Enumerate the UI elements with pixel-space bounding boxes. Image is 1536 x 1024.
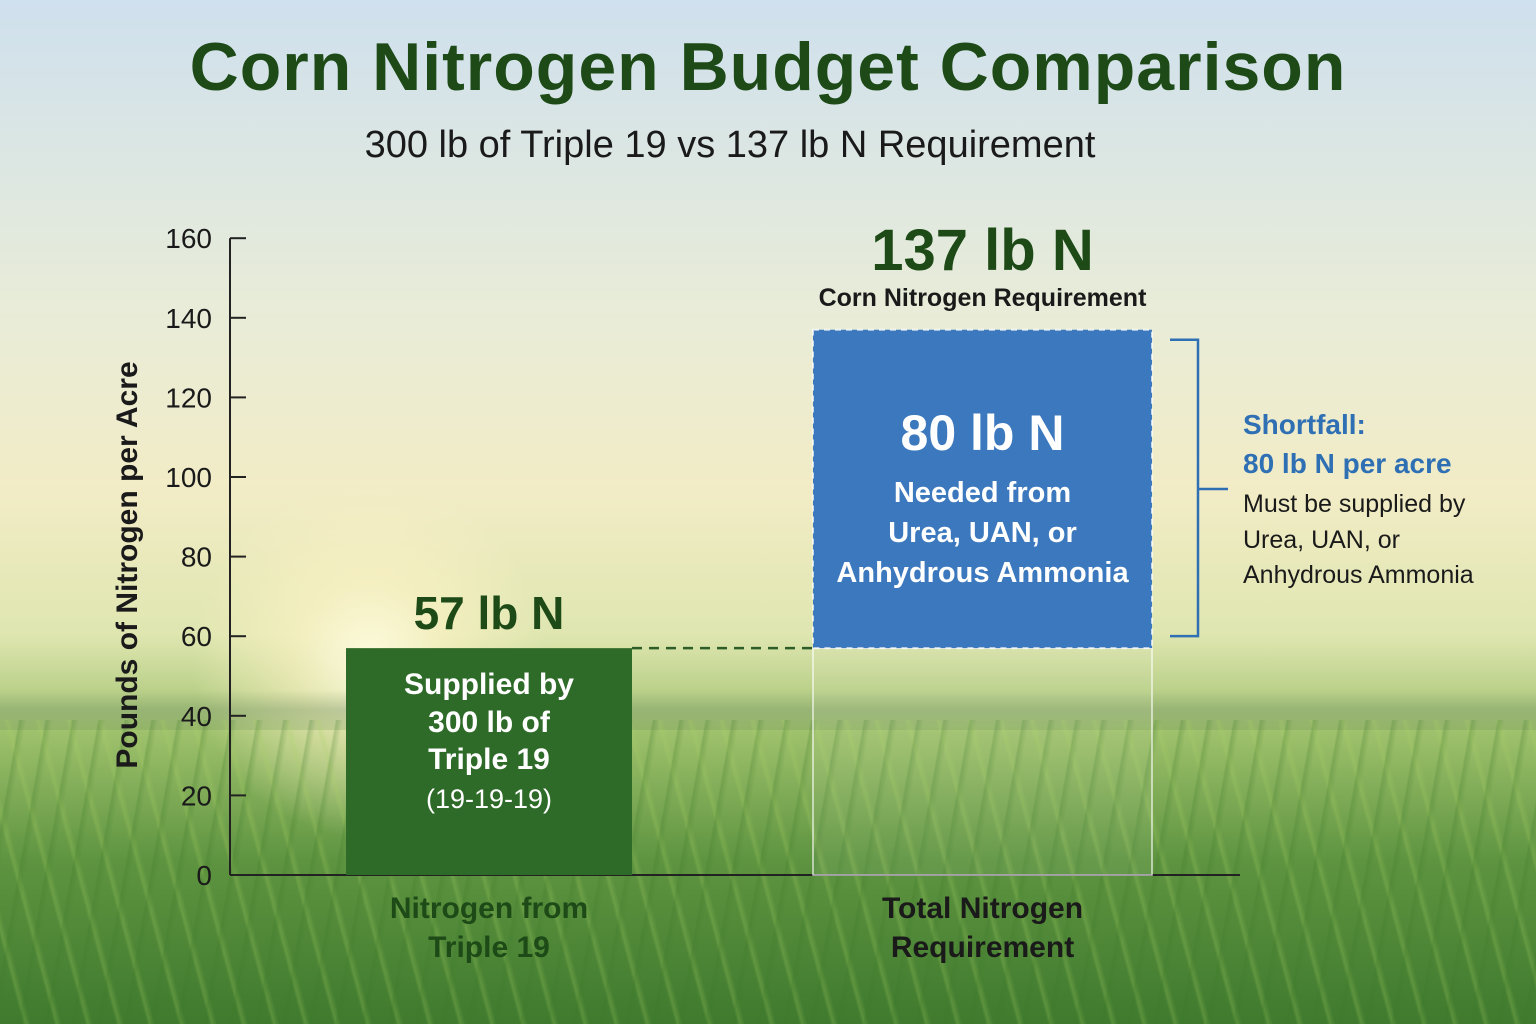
shortfall-bracket	[1170, 338, 1200, 638]
category-label-line: Requirement	[890, 931, 1075, 964]
bar-triple19-supplied	[346, 648, 632, 875]
category-label-triple19: Nitrogen from Triple 19	[306, 889, 672, 967]
y-tick-label: 40	[181, 701, 212, 732]
annotations	[632, 338, 1228, 650]
needed-value: 80 lb N	[900, 404, 1065, 461]
bar-requirement-needed	[812, 328, 1153, 650]
supplied-text: Supplied by 300 lb of Triple 19	[403, 668, 574, 777]
needed-note: Needed from Urea, UAN, or Anhydrous Ammo…	[836, 476, 1129, 589]
chart-title: Corn Nitrogen Budget Comparison	[189, 29, 1347, 105]
bar-segment-text-needed: 80 lb N Needed from Urea, UAN, or Anhydr…	[813, 404, 1152, 593]
cornfield-background	[0, 720, 1536, 1024]
category-label-line: Nitrogen from	[389, 892, 589, 925]
y-tick-label: 120	[165, 382, 212, 413]
y-tick-label: 80	[181, 542, 212, 573]
y-tick-label: 160	[165, 223, 212, 254]
bar-value-label-triple19: 57 lb N	[413, 587, 565, 640]
shortfall-title: Shortfall:	[1243, 409, 1366, 440]
chart-subtitle: 300 lb of Triple 19 vs 137 lb N Requirem…	[364, 124, 1096, 166]
supplied-note: (19-19-19)	[425, 783, 553, 814]
category-label-line: Triple 19	[428, 931, 550, 964]
category-label-requirement: Total Nitrogen Requirement	[753, 889, 1212, 967]
y-tick-label: 100	[165, 462, 212, 493]
bar-sublabel-requirement: Corn Nitrogen Requirement	[818, 283, 1147, 312]
shortfall-annotation: Shortfall: 80 lb N per acre Must be supp…	[1243, 405, 1523, 594]
bar-requirement-supplied-portion	[812, 647, 1153, 876]
shortfall-note: Must be supplied by Urea, UAN, or Anhydr…	[1243, 490, 1474, 590]
category-label-line: Total Nitrogen	[881, 892, 1084, 925]
treeline	[0, 690, 1536, 730]
y-tick-label: 140	[165, 303, 212, 334]
y-tick-label: 0	[196, 860, 212, 891]
bar-segment-text-supplied: Supplied by 300 lb of Triple 19 (19-19-1…	[346, 666, 632, 816]
shortfall-amount: 80 lb N per acre	[1243, 448, 1452, 480]
bar-value-label-requirement: 137 lb N	[871, 217, 1094, 283]
y-tick-label: 60	[181, 621, 212, 652]
bars	[346, 328, 1153, 876]
y-tick-label: 20	[181, 780, 212, 811]
axes: 0 20 40 60 80 100 120 140 160	[165, 223, 1240, 891]
